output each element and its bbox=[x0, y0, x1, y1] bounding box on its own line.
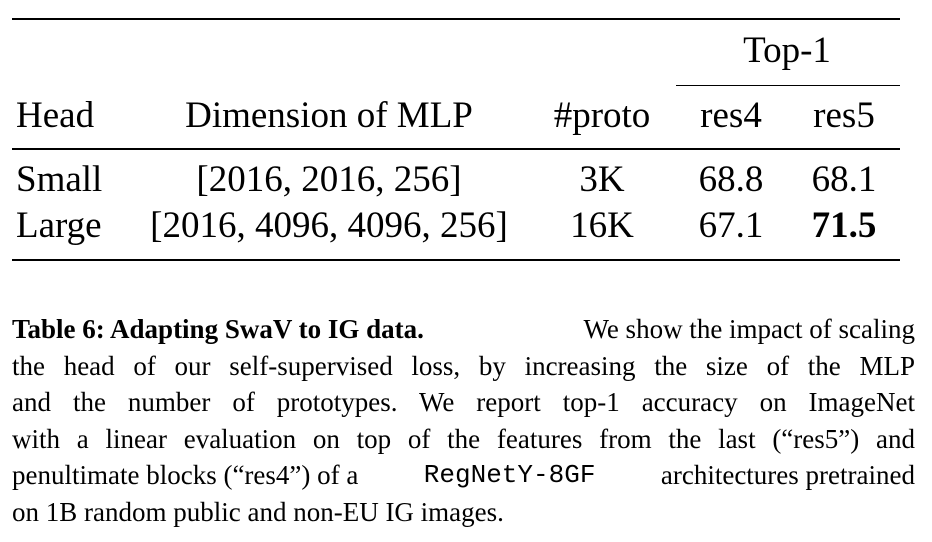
caption-line: the head of our self-supervised loss, by… bbox=[12, 348, 915, 385]
top1-group-rule bbox=[676, 85, 900, 86]
caption-text: penultimate blocks (“res4”) of a bbox=[12, 460, 359, 490]
table-caption: Table 6: Adapting SwaV to IG data. We sh… bbox=[12, 311, 915, 530]
caption-line: with a linear evaluation on top of the f… bbox=[12, 421, 915, 458]
cell-head: Large bbox=[16, 205, 102, 246]
cell-res4: 68.8 bbox=[698, 159, 764, 200]
caption-text: and the number of prototypes. We report … bbox=[12, 387, 915, 417]
table-bottom-rule bbox=[12, 259, 900, 261]
caption-text: architectures pretrained bbox=[660, 460, 915, 490]
caption-line: and the number of prototypes. We report … bbox=[12, 384, 915, 421]
top1-group-header: Top-1 bbox=[743, 30, 831, 71]
caption-label: Table 6: Adapting SwaV to IG data. bbox=[12, 314, 424, 344]
caption-text: We show the impact of scaling bbox=[583, 314, 916, 344]
col-header-res5: res5 bbox=[813, 95, 875, 136]
cell-dimension: [2016, 2016, 256] bbox=[196, 159, 462, 200]
table-header-rule bbox=[12, 148, 900, 150]
cell-proto: 16K bbox=[570, 205, 634, 246]
caption-text: with a linear evaluation on top of the f… bbox=[12, 423, 915, 454]
caption-line: Table 6: Adapting SwaV to IG data. We sh… bbox=[12, 311, 915, 348]
cell-head: Small bbox=[16, 159, 103, 200]
col-header-dimension: Dimension of MLP bbox=[185, 95, 473, 136]
cell-res5: 68.1 bbox=[811, 159, 877, 200]
col-header-proto: #proto bbox=[553, 95, 651, 136]
caption-text: on 1B random public and non-EU IG images… bbox=[12, 496, 504, 527]
architecture-name: RegNetY-8GF bbox=[423, 460, 596, 490]
cell-res4: 67.1 bbox=[698, 205, 764, 246]
cell-res5-best: 71.5 bbox=[811, 205, 877, 246]
caption-text: the head of our self-supervised loss, by… bbox=[12, 350, 915, 381]
caption-line: penultimate blocks (“res4”) of a RegNetY… bbox=[12, 457, 915, 494]
cell-proto: 3K bbox=[579, 159, 625, 200]
cell-dimension: [2016, 4096, 4096, 256] bbox=[150, 205, 508, 246]
table-top-rule bbox=[12, 18, 900, 20]
caption-line: on 1B random public and non-EU IG images… bbox=[12, 494, 915, 531]
col-header-head: Head bbox=[16, 95, 95, 136]
col-header-res4: res4 bbox=[700, 95, 762, 136]
